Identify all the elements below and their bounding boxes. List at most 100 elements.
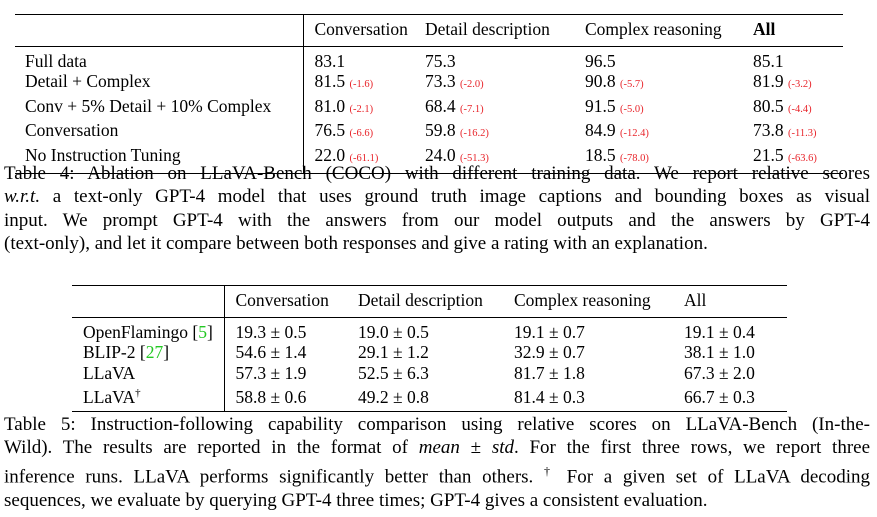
table-5-header-all: All [684,290,707,310]
row-label: BLIP-2 [27] [72,342,225,363]
table-5-caption: Table 5: Instruction-following capabilit… [4,413,870,512]
caption-std: std [491,437,514,459]
cell-value: 81.7 ± 1.8 [514,362,585,383]
caption-line: inference runs. LLaVA performs significa… [4,460,870,489]
table-5-header: Conversation Detail description Complex … [72,285,787,317]
table-row: Conv + 5% Detail + 10% Complex 81.0 (-2.… [15,95,843,120]
row-label: Full data [15,46,304,71]
cell-value: 19.1 ± 0.4 [684,321,755,342]
table-row: BLIP-2 [27] 54.6 ± 1.4 29.1 ± 1.2 32.9 ±… [72,342,787,363]
table-4-header-complex: Complex reasoning [585,19,722,39]
delta-value: (-7.1) [460,103,484,115]
cell-value: 59.8 [425,120,456,140]
cell-value: 81.9 [753,71,784,91]
delta-value: (-63.6) [788,152,817,164]
row-label-bracket: ] [206,321,213,342]
delta-value: (-3.2) [788,79,812,90]
dagger-mark: † [544,463,556,478]
table-5-header-complex: Complex reasoning [514,290,651,310]
row-label: Conversation [15,120,304,145]
delta-value: (-78.0) [620,152,649,164]
cell-value: 96.5 [585,50,616,71]
cell-value: 91.5 [585,95,616,116]
caption-text: Wild). The results are reported in the f… [4,437,408,459]
cell-value: 68.4 [425,95,456,116]
row-label: LLaVA† [72,383,225,412]
cell-value: 84.9 [585,120,616,140]
delta-value: (-5.0) [620,103,644,115]
caption-line: Table 4: Ablation on LLaVA-Bench (COCO) … [4,163,870,184]
row-label: Conv + 5% Detail + 10% Complex [15,95,304,120]
cell-value: 81.0 [314,95,346,116]
delta-value: (-5.7) [620,79,644,90]
cell-value: 22.0 [314,144,346,165]
table-4-header: Conversation Detail description Complex … [15,14,843,46]
caption-line: w.r.t. a text-only GPT-4 model that uses… [4,185,870,208]
cell-value: 19.3 ± 0.5 [235,321,307,342]
cell-value: 52.5 ± 6.3 [358,362,429,383]
table-row: OpenFlamingo [5] 19.3 ± 0.5 19.0 ± 0.5 1… [72,317,787,342]
caption-line: input. We prompt GPT-4 with the answers … [4,209,870,231]
row-label-text: BLIP-2 [ [83,342,146,362]
caption-line: Table 5: Instruction-following capabilit… [4,414,870,435]
delta-value: (-2.1) [349,103,374,115]
caption-wrt: w.r.t. [4,186,41,208]
delta-value: (-11.3) [788,128,817,139]
row-label-text: LLaVA [83,386,136,407]
table-4-header-all: All [753,19,776,39]
cell-value: 19.1 ± 0.7 [514,321,585,342]
cell-value: 54.6 ± 1.4 [235,342,307,362]
cell-value: 80.5 [753,95,784,116]
table-row: LLaVA 57.3 ± 1.9 52.5 ± 6.3 81.7 ± 1.8 6… [72,362,787,383]
table-row: LLaVA† 58.8 ± 0.6 49.2 ± 0.8 81.4 ± 0.3 … [72,383,787,412]
delta-value: (-1.6) [349,79,374,90]
caption-text: . For the first three rows, we report th… [514,437,871,459]
cell-value: 75.3 [425,50,456,71]
cell-value: 90.8 [585,71,616,91]
row-label: No Instruction Tuning [15,144,304,174]
cell-value: 32.9 ± 0.7 [514,342,585,362]
citation-link[interactable]: 5 [198,321,207,342]
caption-text: inference runs. LLaVA performs significa… [4,466,534,488]
row-label: OpenFlamingo [5] [72,317,225,342]
cell-value: 83.1 [314,50,346,71]
cell-value: 21.5 [753,144,784,165]
delta-value: (-16.2) [460,128,489,139]
delta-value: (-2.0) [460,79,484,90]
row-label: LLaVA [72,362,225,383]
table-row: Full data 83.1 75.3 96.5 85.1 [15,46,843,71]
table-4-header-blank [15,14,304,46]
delta-value: (-4.4) [788,103,812,115]
cell-value: 67.3 ± 2.0 [684,362,755,383]
caption-pm: ± [470,437,482,459]
citation-link[interactable]: 27 [145,342,164,362]
table-row: Detail + Complex 81.5 (-1.6) 73.3 (-2.0)… [15,71,843,96]
table-4: Conversation Detail description Complex … [15,14,843,174]
table-4-header-detail: Detail description [425,19,550,39]
row-label-bracket: ] [163,342,170,362]
table-5-header-conversation: Conversation [235,290,329,310]
table-5-header-detail: Detail description [358,290,483,310]
cell-value: 49.2 ± 0.8 [358,386,429,407]
cell-value: 29.1 ± 1.2 [358,342,429,362]
cell-value: 73.3 [425,71,456,91]
delta-value: (-6.6) [349,128,374,139]
caption-text: a text-only GPT-4 model that uses ground… [52,186,870,208]
caption-text: For a given set of LLaVA decoding [566,466,871,488]
table-5: Conversation Detail description Complex … [72,285,787,412]
cell-value: 81.4 ± 0.3 [514,386,585,407]
cell-value: 66.7 ± 0.3 [684,386,755,407]
dagger-mark: † [135,387,141,399]
cell-value: 57.3 ± 1.9 [235,362,307,383]
table-4-caption: Table 4: Ablation on LLaVA-Bench (COCO) … [4,162,870,256]
delta-value: (-51.3) [460,152,489,164]
cell-value: 85.1 [753,50,784,71]
table-row: No Instruction Tuning 22.0 (-61.1) 24.0 … [15,144,843,174]
table-4-header-conversation: Conversation [314,19,408,39]
cell-value: 19.0 ± 0.5 [358,321,429,342]
cell-value: 24.0 [425,144,456,165]
row-label: Detail + Complex [15,71,304,96]
delta-value: (-61.1) [349,152,379,164]
caption-line: (text-only), and let it compare between … [4,233,708,255]
table-row: Conversation 76.5 (-6.6) 59.8 (-16.2) 84… [15,120,843,145]
